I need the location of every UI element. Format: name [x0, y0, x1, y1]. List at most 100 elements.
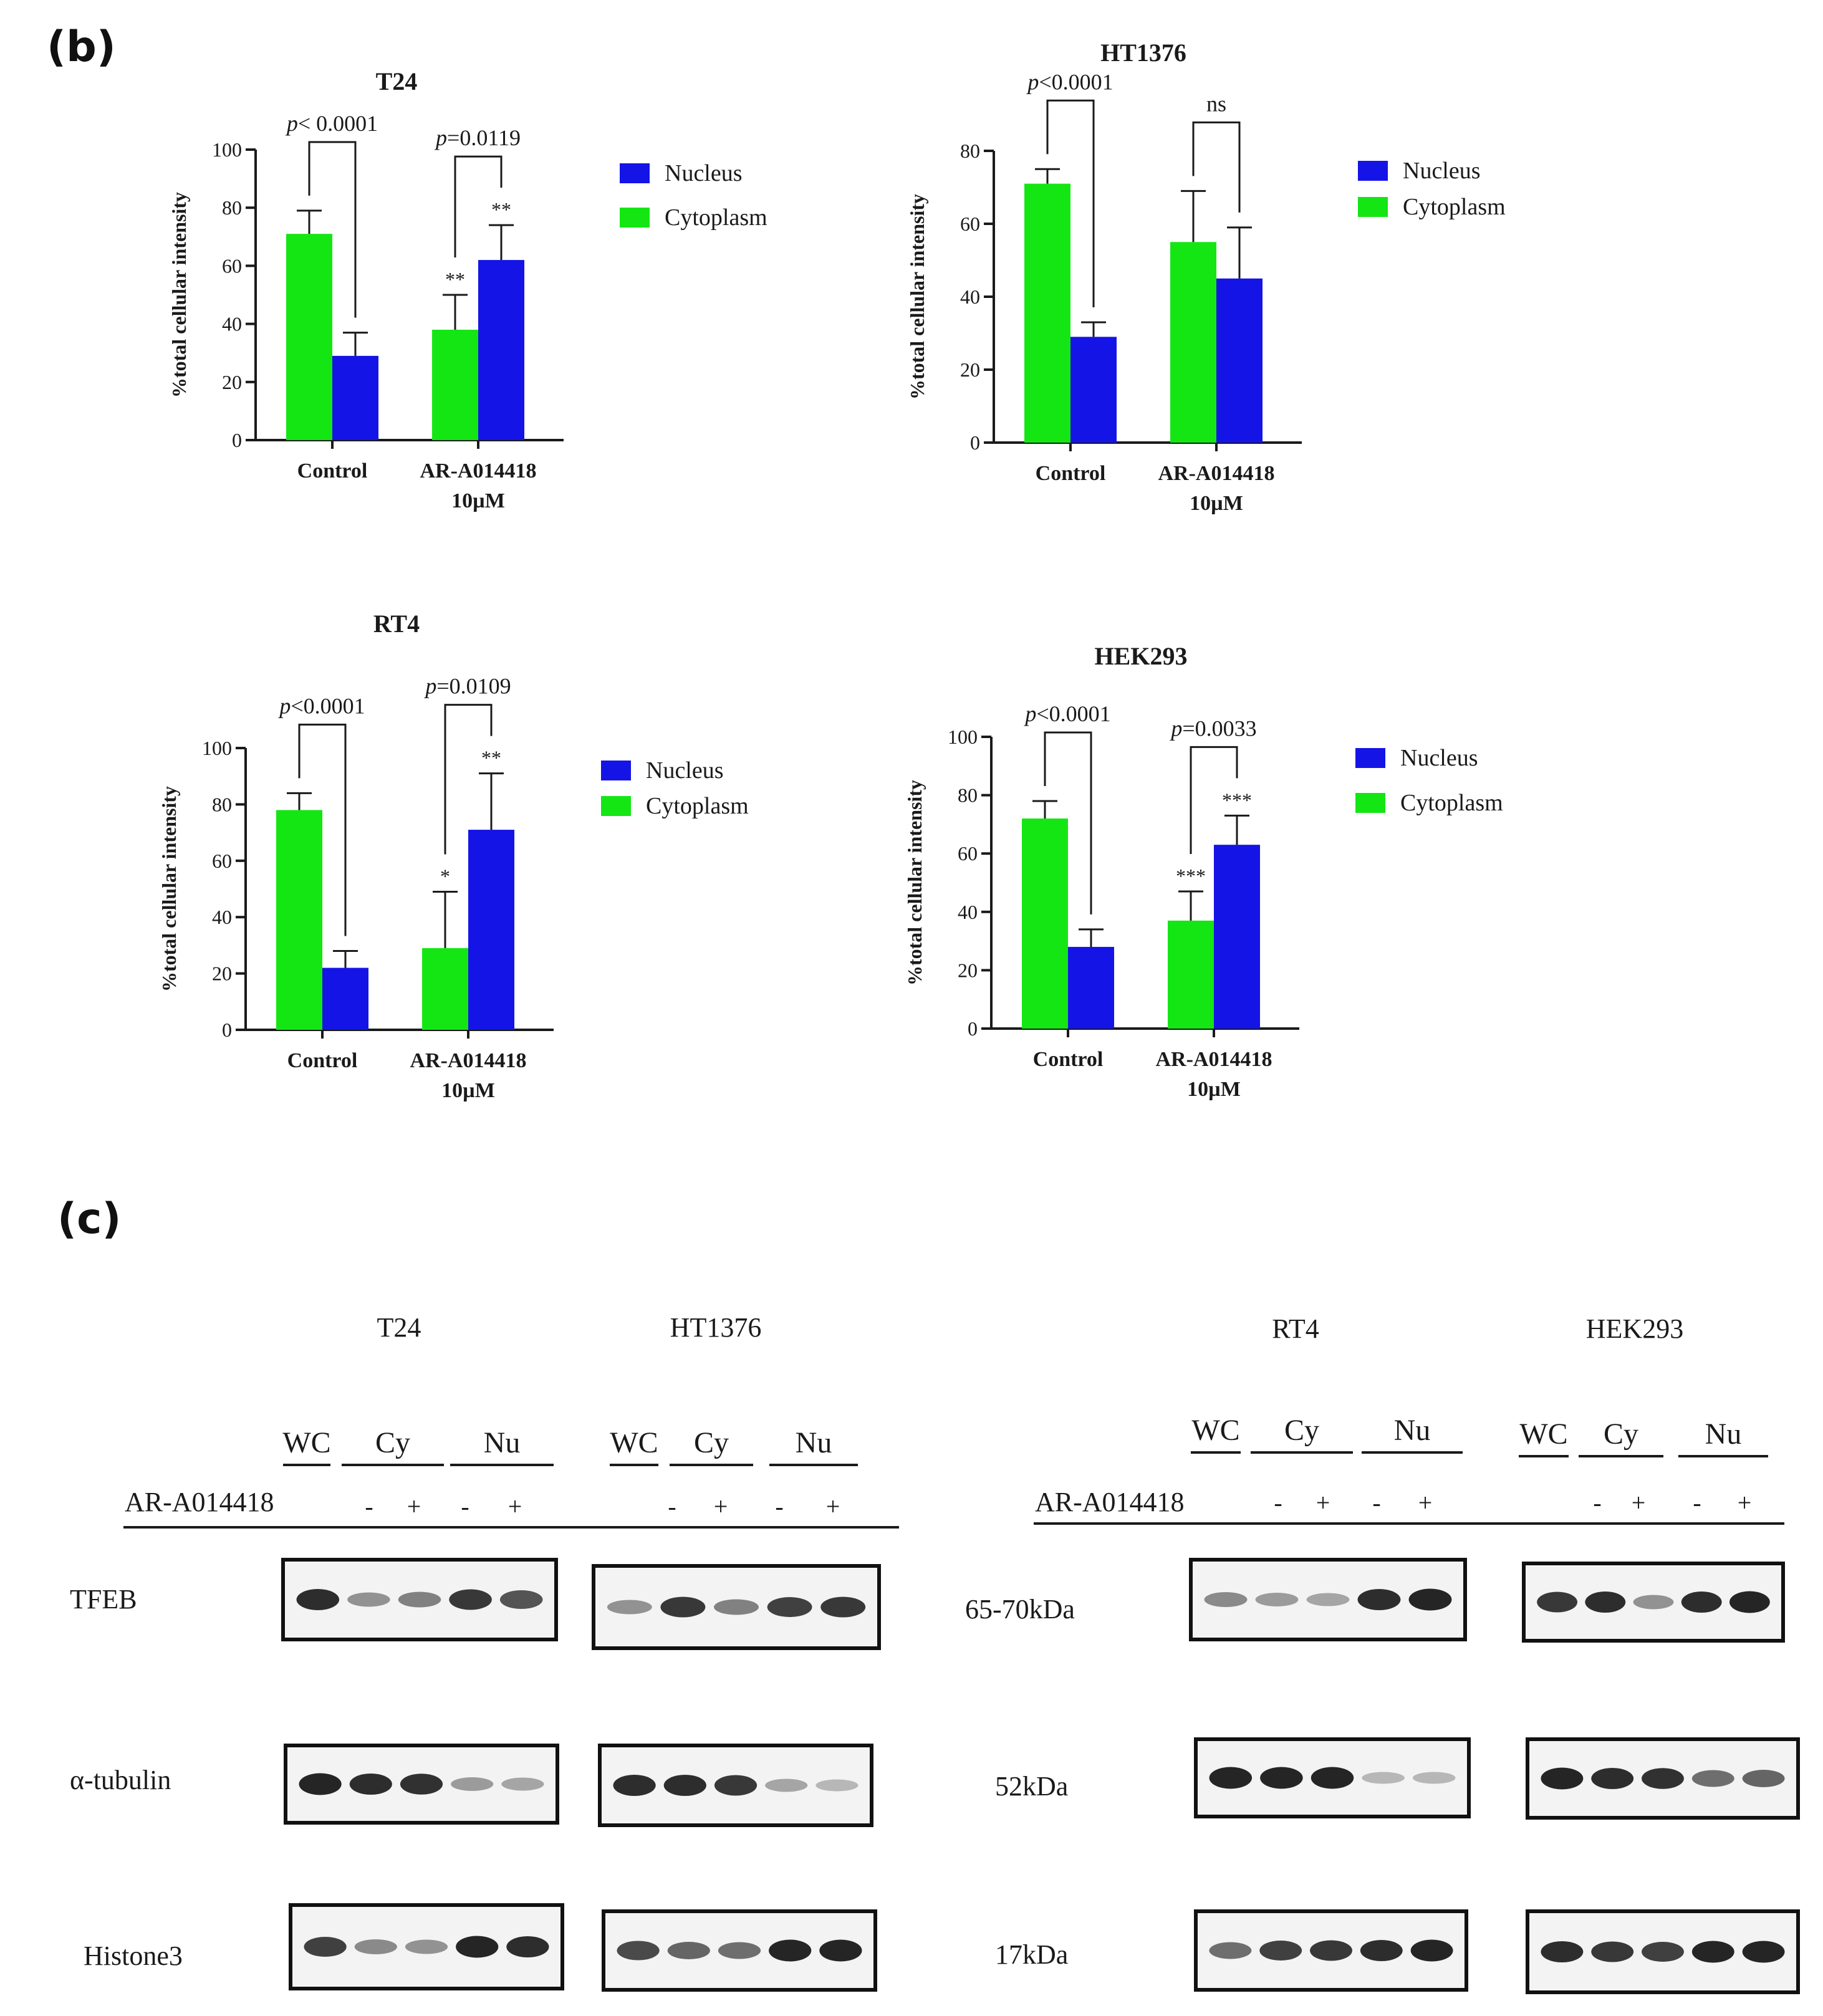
fraction-label: Cy: [694, 1426, 729, 1459]
treatment-sign: -: [1693, 1489, 1701, 1517]
bar-nucleus: [468, 830, 514, 1030]
protein-band: [449, 1589, 492, 1610]
significance-stars: ***: [1222, 789, 1252, 811]
bar-nucleus: [478, 260, 524, 440]
legend-swatch-cytoplasm: [1355, 793, 1385, 813]
protein-band: [1541, 1941, 1584, 1962]
legend-swatch-cytoplasm: [1358, 197, 1388, 217]
y-tick-label: 20: [958, 959, 978, 981]
comparison-label: ns: [1206, 91, 1226, 116]
y-tick-label: 60: [960, 213, 980, 235]
chart-t24: T24 0 20 40 60 80 100 %total cellular intensity…: [168, 67, 767, 512]
x-tick-label: AR-A014418: [410, 1049, 527, 1072]
comparison-label: p=0.0109: [423, 674, 511, 699]
protein-band: [405, 1939, 448, 1954]
cell-line-title: HT1376: [670, 1312, 762, 1343]
treatment-sign: -: [365, 1492, 373, 1520]
x-tick-label: AR-A014418: [1158, 462, 1275, 485]
protein-band: [1691, 1941, 1734, 1963]
y-tick-label: 0: [968, 1017, 978, 1040]
panel-label-b: (b): [47, 22, 116, 72]
cell-line-title: T24: [377, 1312, 421, 1343]
fraction-label: Nu: [1705, 1418, 1742, 1451]
protein-band: [1204, 1592, 1248, 1607]
legend-label: Cytoplasm: [1403, 194, 1506, 220]
bar-cytoplasm: [1024, 183, 1070, 443]
legend-swatch-cytoplasm: [620, 208, 650, 228]
significance-stars: ***: [1176, 865, 1206, 887]
comparison-bracket: [1044, 731, 1092, 914]
fraction-label: Cy: [375, 1426, 410, 1459]
protein-band: [1591, 1768, 1634, 1789]
treatment-sign: +: [1738, 1489, 1752, 1517]
y-tick-label: 40: [212, 906, 232, 928]
protein-band: [1642, 1768, 1684, 1789]
protein-band: [347, 1592, 390, 1607]
protein-band: [1742, 1941, 1785, 1963]
y-axis-label: %total cellular intensity: [158, 786, 180, 992]
bar-cytoplasm: [1022, 818, 1068, 1029]
protein-band: [304, 1937, 347, 1957]
blot-row-label: α-tubulin: [70, 1765, 171, 1795]
significance-stars: *: [440, 865, 450, 888]
y-tick-label: 40: [958, 901, 978, 923]
protein-band: [663, 1775, 706, 1796]
blot-ht1376: HT1376 WC Cy Nu - + - +: [592, 1312, 881, 1992]
y-tick-label: 0: [222, 1019, 232, 1041]
bar-nucleus: [1214, 845, 1260, 1029]
fraction-label: WC: [282, 1426, 330, 1459]
y-tick-label: 20: [212, 962, 232, 985]
protein-band: [607, 1600, 652, 1615]
y-tick-label: 40: [960, 286, 980, 308]
protein-band: [769, 1939, 812, 1962]
cell-line-title: RT4: [1272, 1313, 1319, 1344]
chart-title: RT4: [373, 610, 420, 638]
x-tick-label: Control: [1033, 1048, 1104, 1071]
treatment-sign: +: [714, 1492, 728, 1520]
protein-band: [1408, 1588, 1452, 1611]
legend-swatch-nucleus: [1358, 161, 1388, 181]
protein-band: [1642, 1942, 1684, 1962]
x-tick-label: Control: [1036, 462, 1106, 485]
comparison-bracket: [298, 723, 347, 936]
protein-band: [1591, 1941, 1634, 1962]
bar-cytoplasm: [1170, 242, 1216, 443]
treatment-sign: -: [668, 1492, 676, 1520]
treatment-sign: -: [775, 1492, 783, 1520]
protein-band: [1209, 1767, 1253, 1789]
molecular-weight-label: 17kDa: [995, 1939, 1068, 1970]
protein-band: [299, 1773, 342, 1795]
y-tick-label: 100: [212, 138, 242, 161]
protein-band: [1537, 1591, 1578, 1613]
comparison-bracket: [1192, 121, 1241, 213]
y-tick-label: 0: [970, 431, 980, 454]
treatment-sign: +: [1316, 1489, 1330, 1517]
y-tick-label: 60: [958, 842, 978, 865]
blot-row-label: TFEB: [70, 1584, 137, 1615]
bar-nucleus: [1070, 337, 1117, 443]
x-tick-label: AR-A014418: [1156, 1048, 1272, 1071]
protein-band: [1633, 1595, 1674, 1610]
comparison-label: p<0.0001: [1026, 69, 1113, 94]
protein-band: [456, 1936, 499, 1958]
protein-band: [1729, 1591, 1770, 1613]
y-tick-label: 80: [212, 793, 232, 815]
protein-band: [765, 1778, 808, 1792]
legend-swatch-cytoplasm: [601, 796, 631, 816]
blot-row-label: Histone3: [84, 1941, 183, 1971]
legend-label: Cytoplasm: [665, 204, 767, 231]
protein-band: [815, 1779, 859, 1792]
blot-group-1: AR-A014418 T24 WC Cy Nu - + - + HT1376 WC Cy Nu - + - +: [123, 1312, 899, 1992]
legend-label: Cytoplasm: [1400, 790, 1503, 816]
bar-cytoplasm: [432, 329, 478, 440]
x-tick-label: 10µM: [1187, 1078, 1241, 1101]
y-tick-label: 80: [960, 140, 980, 162]
protein-band: [667, 1942, 710, 1959]
x-tick-label: 10µM: [451, 489, 505, 512]
legend-label: Nucleus: [665, 160, 743, 186]
legend-label: Nucleus: [1403, 158, 1481, 184]
treatment-label: AR-A014418: [1035, 1487, 1185, 1517]
x-tick-label: AR-A014418: [420, 459, 537, 482]
protein-band: [617, 1941, 660, 1961]
